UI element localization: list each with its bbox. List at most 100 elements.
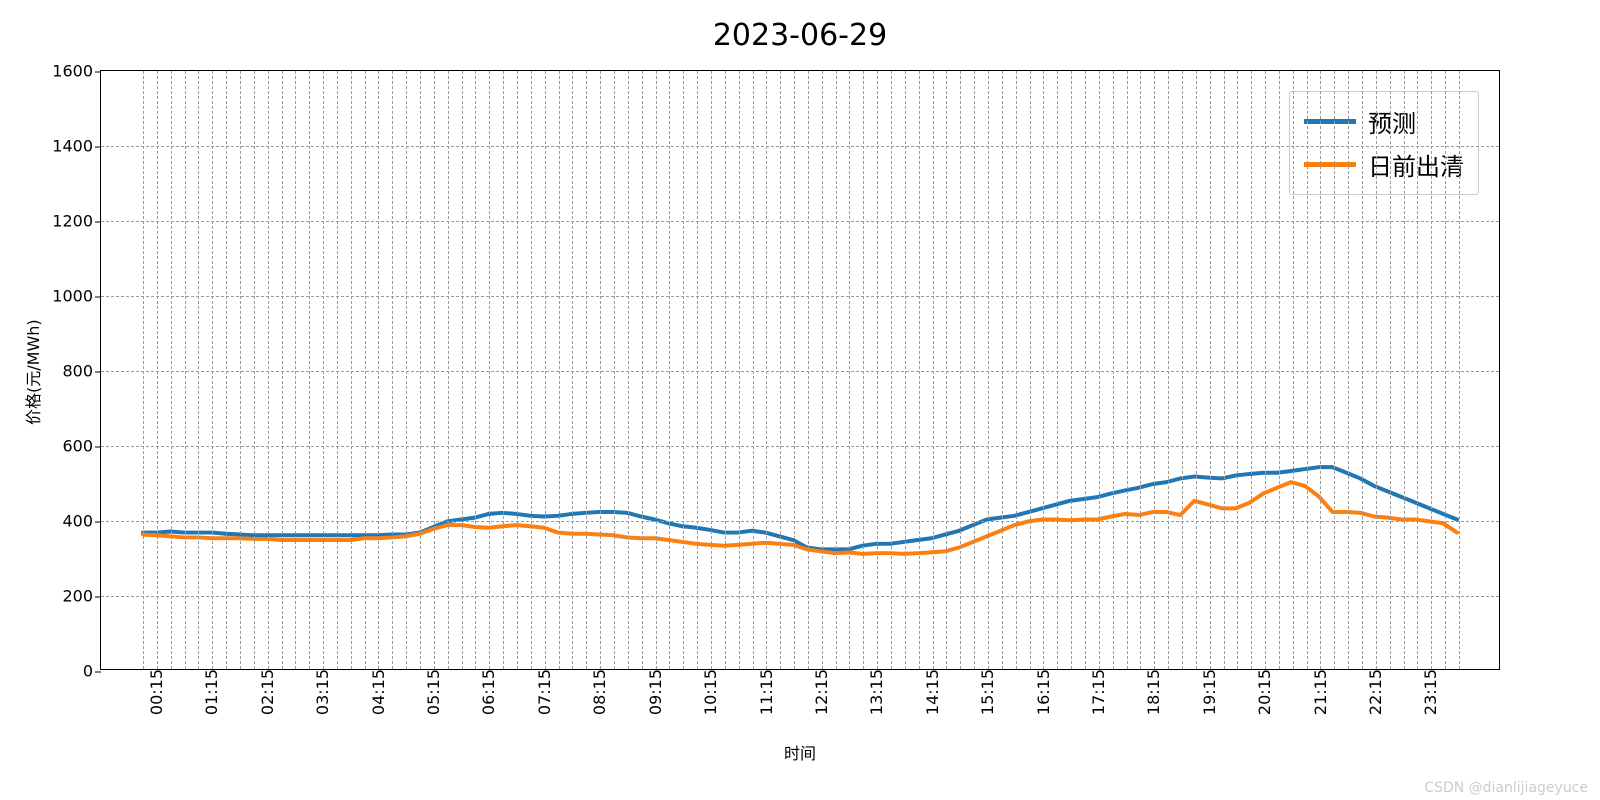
gridline-v bbox=[1334, 71, 1335, 669]
gridline-v bbox=[226, 71, 227, 669]
gridline-v bbox=[309, 71, 310, 669]
x-tick-label: 23:15 bbox=[1417, 669, 1440, 715]
gridline-v bbox=[1404, 71, 1405, 669]
gridline-v bbox=[1057, 71, 1058, 669]
gridline-v bbox=[863, 71, 864, 669]
gridline-v bbox=[933, 71, 934, 669]
gridline-v bbox=[697, 71, 698, 669]
gridline-h bbox=[101, 221, 1499, 222]
gridline-v bbox=[1030, 71, 1031, 669]
x-tick-label: 20:15 bbox=[1251, 669, 1274, 715]
y-axis-label: 价格(元/MWh) bbox=[20, 319, 44, 425]
x-axis-label: 时间 bbox=[0, 740, 1600, 764]
gridline-v bbox=[669, 71, 670, 669]
gridline-v bbox=[198, 71, 199, 669]
gridline-v bbox=[946, 71, 947, 669]
gridline-v bbox=[1279, 71, 1280, 669]
legend-item: 日前出清 bbox=[1304, 143, 1464, 186]
legend-label: 日前出清 bbox=[1368, 147, 1464, 182]
gridline-v bbox=[1265, 71, 1266, 669]
gridline-v bbox=[1445, 71, 1446, 669]
x-tick-label: 00:15 bbox=[143, 669, 166, 715]
gridline-v bbox=[1417, 71, 1418, 669]
x-tick-label: 04:15 bbox=[365, 669, 388, 715]
gridline-v bbox=[836, 71, 837, 669]
gridline-v bbox=[974, 71, 975, 669]
gridline-v bbox=[517, 71, 518, 669]
gridline-v bbox=[614, 71, 615, 669]
gridline-v bbox=[462, 71, 463, 669]
gridline-h bbox=[101, 371, 1499, 372]
x-tick-label: 10:15 bbox=[697, 669, 720, 715]
gridline-h bbox=[101, 146, 1499, 147]
gridline-v bbox=[420, 71, 421, 669]
gridline-v bbox=[586, 71, 587, 669]
gridline-v bbox=[642, 71, 643, 669]
gridline-v bbox=[1251, 71, 1252, 669]
gridline-v bbox=[960, 71, 961, 669]
watermark: CSDN @dianlijiageyuce bbox=[1424, 780, 1588, 796]
gridline-v bbox=[171, 71, 172, 669]
gridline-v bbox=[656, 71, 657, 669]
gridline-v bbox=[988, 71, 989, 669]
gridline-h bbox=[101, 521, 1499, 522]
gridline-v bbox=[434, 71, 435, 669]
gridline-v bbox=[1210, 71, 1211, 669]
gridline-v bbox=[766, 71, 767, 669]
x-tick-label: 18:15 bbox=[1140, 669, 1163, 715]
x-tick-label: 17:15 bbox=[1085, 669, 1108, 715]
gridline-v bbox=[1320, 71, 1321, 669]
gridline-v bbox=[545, 71, 546, 669]
gridline-v bbox=[753, 71, 754, 669]
gridline-v bbox=[780, 71, 781, 669]
y-tick-label: 0 bbox=[83, 662, 101, 681]
gridline-v bbox=[1390, 71, 1391, 669]
gridline-v bbox=[572, 71, 573, 669]
gridline-v bbox=[1431, 71, 1432, 669]
plot-area: 预测日前出清 0200400600800100012001400160000:1… bbox=[100, 70, 1500, 670]
gridline-v bbox=[1307, 71, 1308, 669]
x-tick-label: 09:15 bbox=[642, 669, 665, 715]
gridline-v bbox=[240, 71, 241, 669]
y-tick-label: 1600 bbox=[52, 62, 101, 81]
gridline-v bbox=[1113, 71, 1114, 669]
x-tick-label: 03:15 bbox=[309, 669, 332, 715]
x-tick-label: 14:15 bbox=[919, 669, 942, 715]
x-tick-label: 21:15 bbox=[1307, 669, 1330, 715]
gridline-v bbox=[351, 71, 352, 669]
gridline-v bbox=[1362, 71, 1363, 669]
gridline-v bbox=[1376, 71, 1377, 669]
gridline-v bbox=[1168, 71, 1169, 669]
gridline-v bbox=[822, 71, 823, 669]
gridline-v bbox=[1237, 71, 1238, 669]
gridline-v bbox=[268, 71, 269, 669]
gridline-v bbox=[628, 71, 629, 669]
gridline-v bbox=[1071, 71, 1072, 669]
gridline-v bbox=[337, 71, 338, 669]
gridline-v bbox=[1127, 71, 1128, 669]
gridline-h bbox=[101, 296, 1499, 297]
gridline-v bbox=[489, 71, 490, 669]
gridline-v bbox=[254, 71, 255, 669]
gridline-v bbox=[919, 71, 920, 669]
gridline-v bbox=[725, 71, 726, 669]
gridline-v bbox=[808, 71, 809, 669]
y-tick-label: 800 bbox=[62, 362, 101, 381]
gridline-v bbox=[475, 71, 476, 669]
x-tick-label: 05:15 bbox=[420, 669, 443, 715]
y-tick-label: 600 bbox=[62, 437, 101, 456]
x-tick-label: 08:15 bbox=[586, 669, 609, 715]
gridline-v bbox=[1043, 71, 1044, 669]
gridline-v bbox=[406, 71, 407, 669]
chart-title: 2023-06-29 bbox=[0, 18, 1600, 53]
y-tick-label: 400 bbox=[62, 512, 101, 531]
x-tick-label: 15:15 bbox=[974, 669, 997, 715]
gridline-v bbox=[794, 71, 795, 669]
x-tick-label: 13:15 bbox=[863, 669, 886, 715]
gridline-v bbox=[1002, 71, 1003, 669]
y-tick-label: 1200 bbox=[52, 212, 101, 231]
gridline-v bbox=[157, 71, 158, 669]
gridline-v bbox=[392, 71, 393, 669]
gridline-v bbox=[1224, 71, 1225, 669]
x-tick-label: 06:15 bbox=[475, 669, 498, 715]
